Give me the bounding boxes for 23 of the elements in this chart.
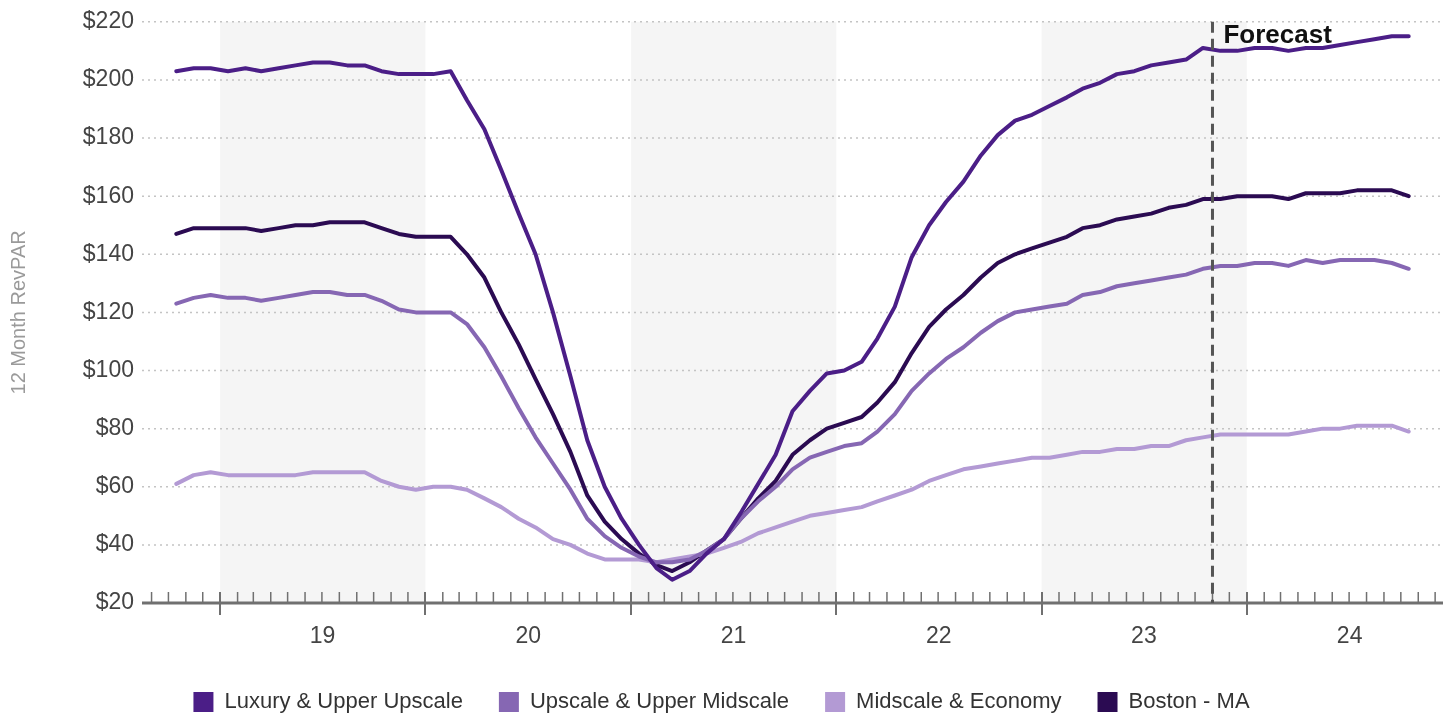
- ref-line-label: Forecast: [1223, 18, 1333, 49]
- y-tick-label: $100: [82, 355, 134, 382]
- y-tick-label: $160: [82, 181, 134, 208]
- y-tick-label: $140: [82, 239, 134, 266]
- legend-label: Midscale & Economy: [856, 688, 1062, 714]
- y-tick-label: $120: [82, 297, 134, 324]
- y-tick-label: $200: [82, 65, 134, 92]
- y-tick-label: $40: [95, 530, 134, 557]
- legend-label: Upscale & Upper Midscale: [529, 688, 790, 714]
- y-tick-label: $180: [82, 123, 134, 150]
- x-tick-label: 23: [1131, 622, 1157, 649]
- y-tick-label: $60: [95, 472, 134, 499]
- y-axis-title: 12 Month RevPAR: [6, 230, 29, 395]
- x-tick-label: 19: [309, 622, 336, 649]
- y-tick-label: $80: [95, 413, 134, 440]
- y-tick-label: $220: [82, 7, 134, 34]
- x-tick-label: 24: [1336, 622, 1363, 649]
- x-tick-label: 20: [515, 622, 542, 649]
- y-tick-label: $20: [95, 588, 134, 615]
- legend-label: Boston - MA: [1128, 688, 1250, 714]
- x-tick-label: 21: [720, 622, 747, 649]
- x-tick-label: 22: [925, 622, 952, 649]
- legend-label: Luxury & Upper Upscale: [224, 688, 463, 714]
